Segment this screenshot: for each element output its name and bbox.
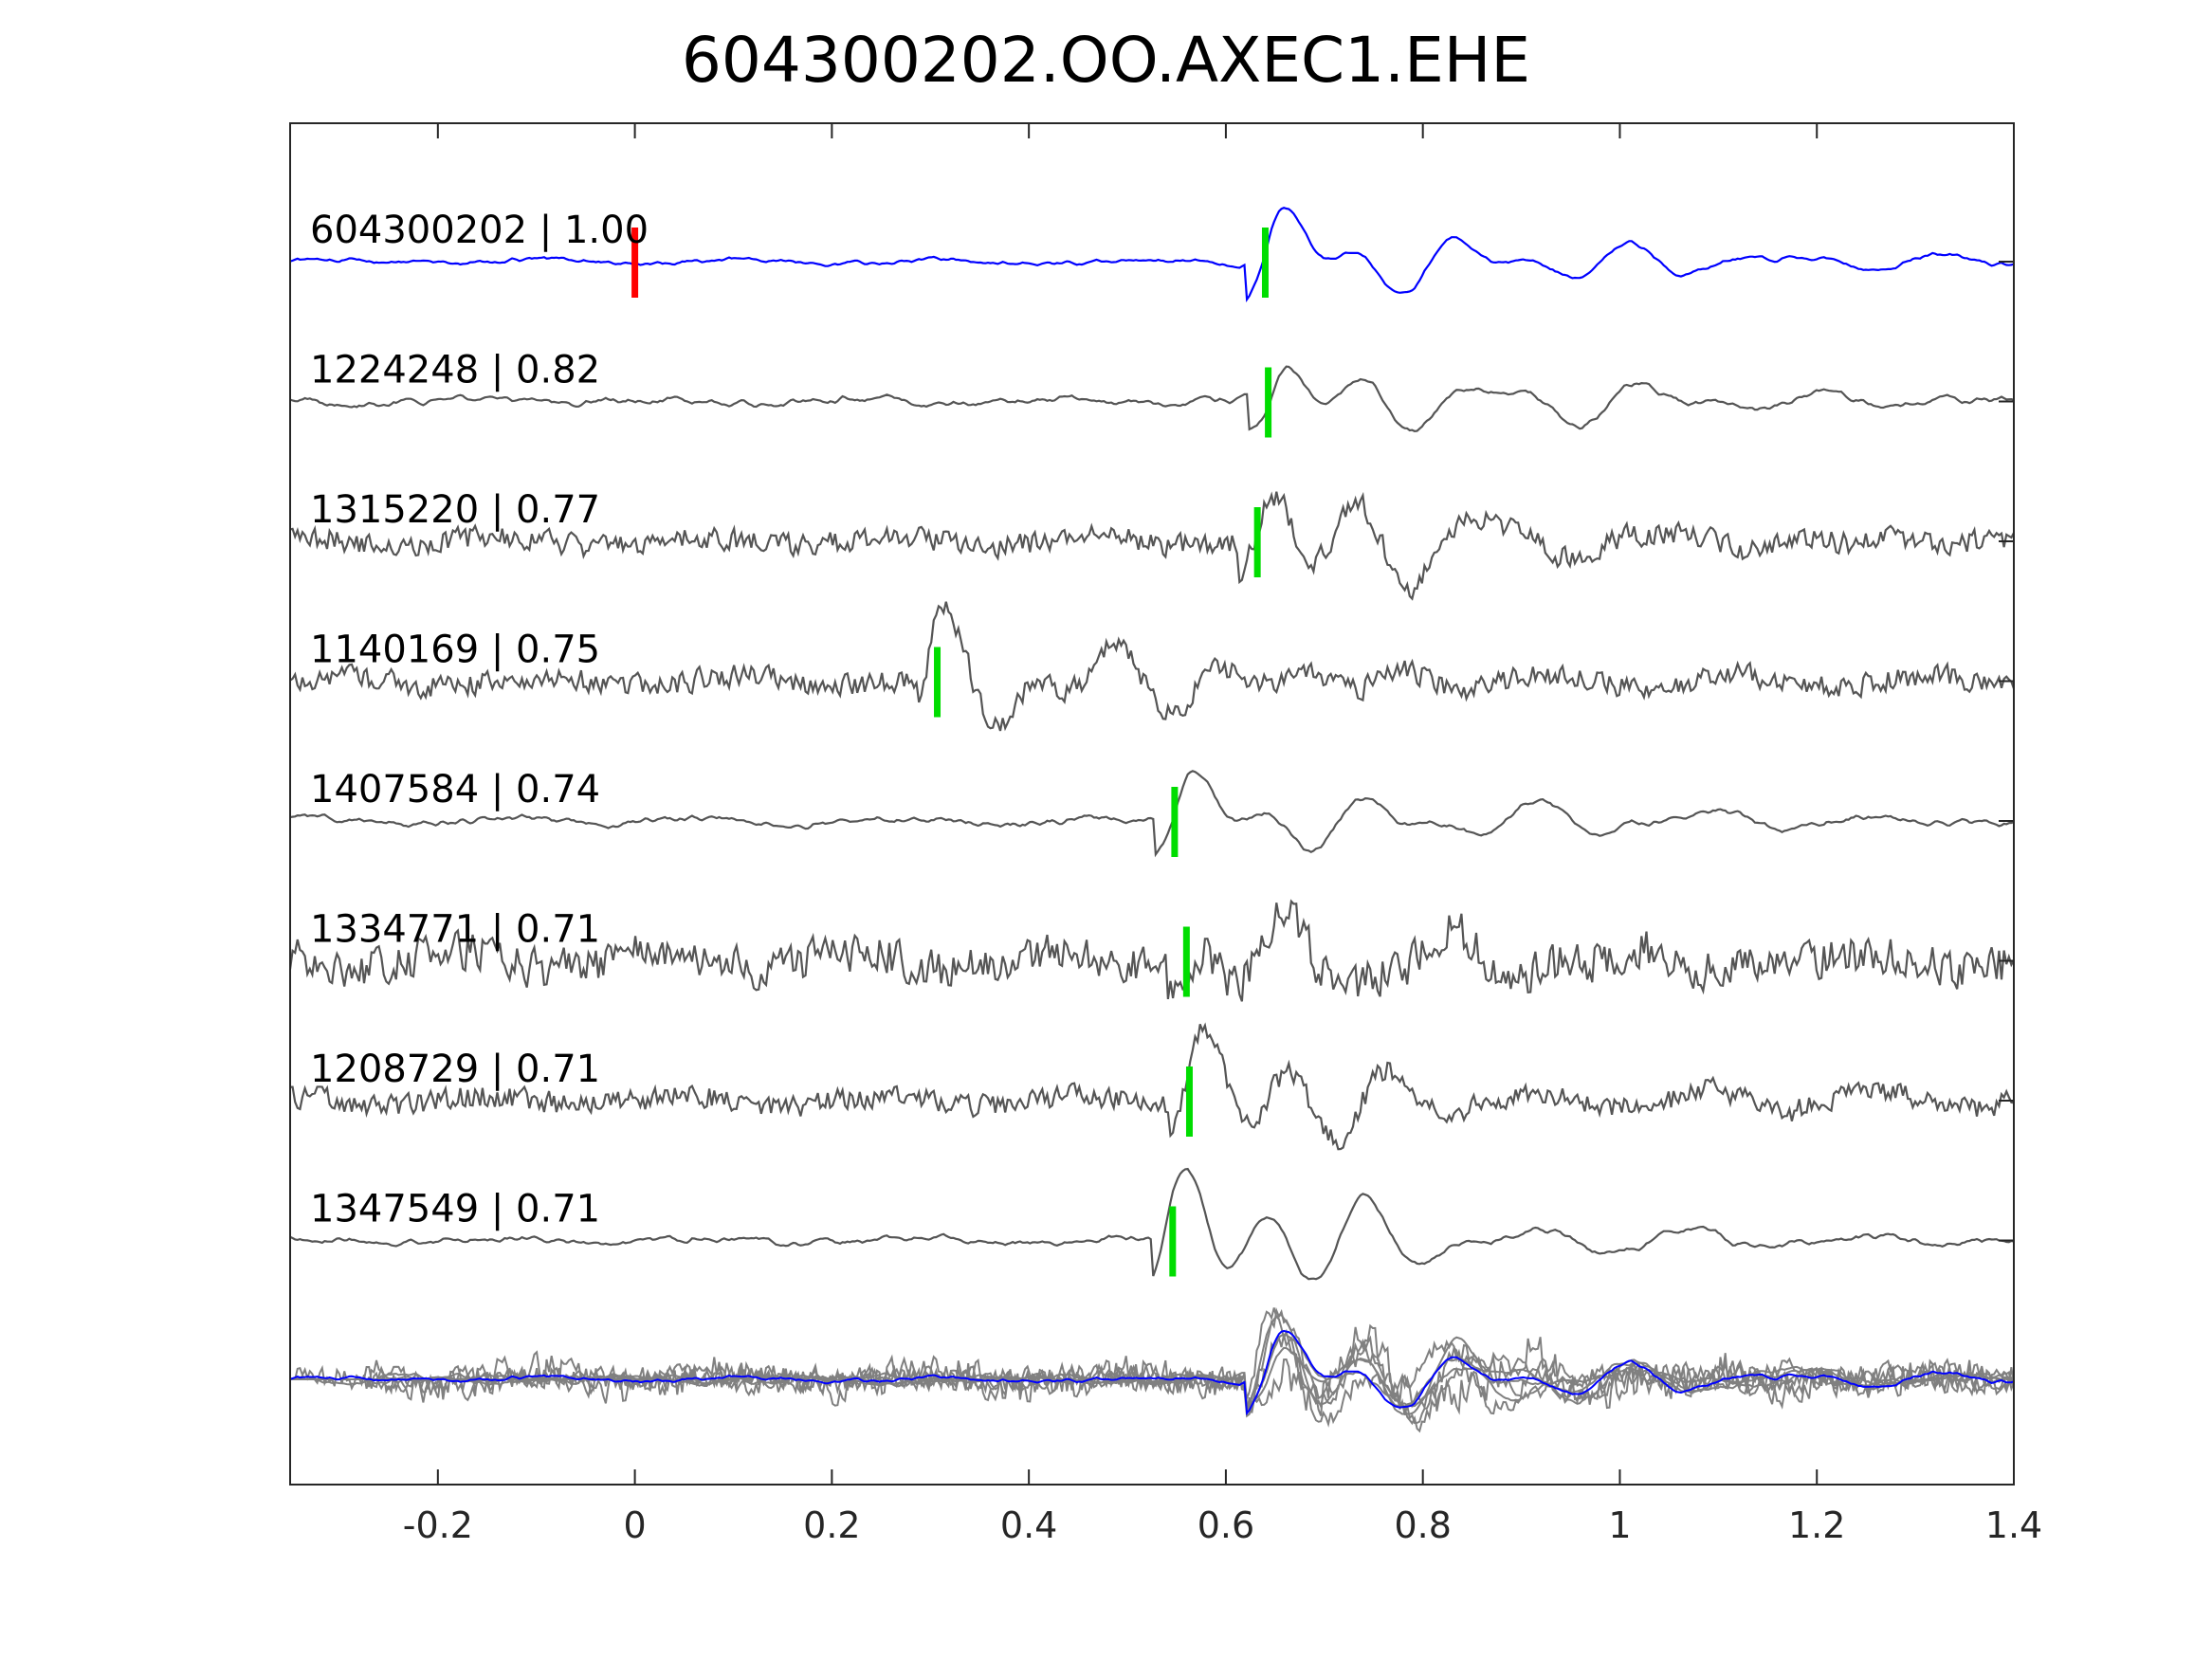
stack-trace-1407584 (290, 1333, 2015, 1413)
traces-layer (288, 207, 2016, 1433)
trace-line-1315220 (289, 491, 2015, 601)
x-tick-label: 1 (1608, 1504, 1631, 1546)
trace-labels-layer: 604300202 | 1.00 1224248 | 0.82 1315220 | … (310, 209, 649, 1231)
stack-trace-604300202 (289, 1329, 2015, 1416)
trace-label-1347549: 1347549 | 0.71 (310, 1188, 600, 1231)
trace-line-1407584 (289, 770, 2015, 858)
picks-layer (631, 228, 1272, 1277)
x-tick-label: 1.2 (1788, 1504, 1845, 1546)
trace-label-1140169: 1140169 | 0.75 (310, 629, 600, 672)
stack-trace-1334771 (290, 1323, 2015, 1416)
x-tick-label: 0.6 (1197, 1504, 1254, 1546)
trace-label-604300202: 604300202 | 1.00 (310, 209, 649, 252)
trace-label-1208729: 1208729 | 0.71 (310, 1048, 600, 1091)
trace-label-1315220: 1315220 | 0.77 (310, 488, 600, 532)
trace-line-1224248 (289, 365, 2015, 433)
stack-trace-1347549 (290, 1314, 2015, 1415)
trace-label-1334771: 1334771 | 0.71 (310, 908, 600, 952)
stack-trace-1208729 (290, 1306, 2015, 1425)
trace-line-604300202 (289, 207, 2015, 302)
axes-layer: -0.2 0 0.2 0.4 0.6 0.8 1 1.2 1.4 (289, 122, 2042, 1546)
trace-line-1347549 (289, 1167, 2015, 1281)
trace-line-1140169 (289, 601, 2016, 732)
trace-line-1208729 (290, 1022, 2015, 1151)
trace-label-1407584: 1407584 | 0.74 (310, 768, 600, 811)
trace-line-1334771 (288, 899, 2015, 1002)
x-tick-label: 0.8 (1394, 1504, 1451, 1546)
chart-title: 604300202.OO.AXEC1.EHE (681, 24, 1531, 97)
plot-frame (289, 122, 2015, 1486)
x-tick-label: 0 (624, 1504, 647, 1546)
x-tick-label: -0.2 (403, 1504, 473, 1546)
x-tick-label: 1.4 (1985, 1504, 2042, 1546)
x-tick-label: 0.4 (1000, 1504, 1057, 1546)
trace-label-1224248: 1224248 | 0.82 (310, 349, 600, 392)
x-tick-label: 0.2 (803, 1504, 860, 1546)
